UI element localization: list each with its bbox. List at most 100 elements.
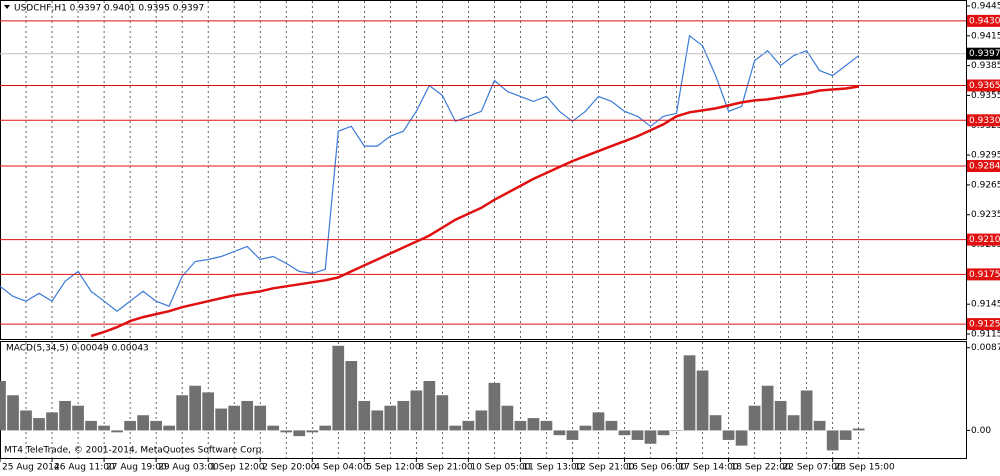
y-tick-label: 0.9415: [971, 31, 1000, 41]
macd-bar: [501, 405, 514, 431]
moving-average: [90, 85, 859, 338]
macd-bar: [7, 395, 19, 431]
macd-bar: [267, 425, 280, 431]
macd-bar: [800, 390, 813, 431]
x-tick-label: 23 Sep 15:00: [835, 463, 895, 473]
level-label-box: [967, 79, 1000, 92]
symbol-info: USDCHF,H1 0.9397 0.9401 0.9395 0.9397: [14, 4, 204, 14]
y-tick-label: 0.9295: [971, 151, 1000, 161]
x-tick-label: 22 Sep 07:00: [783, 463, 843, 473]
macd-bar: [657, 430, 670, 436]
macd-bar: [748, 405, 761, 431]
macd-bar: [345, 361, 358, 431]
y-tick-label: 0.0087: [971, 343, 1000, 353]
macd-bar: [475, 410, 488, 431]
macd-bar: [709, 415, 722, 431]
macd-bar: [527, 418, 540, 431]
macd-title: MACD(5,34,5) 0.00049 0.00043: [6, 344, 149, 354]
macd-bar: [358, 400, 371, 431]
current-price-box: [967, 47, 1000, 60]
footer: MT4 TeleTrade, © 2001-2014, MetaQuotes S…: [4, 446, 264, 456]
y-tick-label: 0.9355: [971, 91, 1000, 101]
macd-bar: [852, 428, 865, 431]
macd-bar: [735, 430, 748, 446]
macd-bar: [59, 400, 71, 431]
macd-bar: [72, 405, 84, 431]
x-tick-label: 16 Sep 06:00: [626, 463, 686, 473]
menu-arrow: [4, 5, 10, 9]
y-tick-label: 0.9385: [971, 61, 1000, 71]
macd-bar: [774, 400, 787, 431]
level-label-box: [967, 318, 1000, 331]
macd-bar: [137, 415, 149, 431]
macd-bar: [410, 390, 423, 431]
x-tick-label: 8 Sep 21:00: [418, 463, 473, 473]
x-tick-label: 18 Sep 22:00: [731, 463, 791, 473]
macd-bar: [462, 420, 475, 431]
macd-bar: [605, 420, 618, 431]
macd-bar: [579, 425, 592, 431]
macd-bar: [761, 385, 774, 431]
macd-bar: [826, 430, 839, 451]
level-label-box: [967, 114, 1000, 127]
y-tick-label: 0.9235: [971, 210, 1000, 220]
x-tick-label: 27 Aug 19:00: [106, 463, 167, 473]
macd-bar: [111, 430, 123, 433]
macd-panel: [0, 341, 967, 459]
level-label: 0.9365: [969, 81, 1000, 91]
macd-bar: [33, 418, 45, 431]
level-label-box: [967, 233, 1000, 246]
macd-bar: [696, 370, 709, 431]
x-tick-label: 4 Sep 04:00: [314, 463, 369, 473]
x-tick-label: 17 Sep 14:00: [679, 463, 739, 473]
y-tick-label: 0.9445: [971, 1, 1000, 11]
macd-bar: [215, 408, 228, 431]
level-label: 0.9175: [969, 270, 1000, 280]
macd-bar: [813, 420, 826, 431]
level-label: 0.9210: [969, 235, 1000, 245]
level-label-box: [967, 160, 1000, 173]
macd-bar: [293, 430, 306, 437]
macd-bar: [0, 380, 6, 431]
x-tick-label: 29 Aug 03:00: [158, 463, 219, 473]
macd-bar: [397, 400, 410, 431]
level-label-box: [967, 14, 1000, 27]
macd-bar: [566, 430, 579, 440]
x-tick-label: 1 Sep 12:00: [210, 463, 265, 473]
macd-bar: [202, 392, 215, 431]
macd-bar: [683, 355, 696, 431]
macd-bar: [241, 400, 254, 431]
macd-bar: [670, 430, 683, 431]
x-tick-label: 25 Aug 2014: [2, 463, 60, 473]
level-label-box: [967, 268, 1000, 281]
macd-bar: [306, 430, 319, 433]
level-label: 0.9430: [969, 16, 1000, 26]
macd-bar: [631, 430, 644, 440]
macd-bar: [85, 420, 97, 431]
macd-bar: [150, 420, 162, 431]
x-tick-label: 11 Sep 13:00: [522, 463, 582, 473]
macd-bar: [644, 430, 657, 444]
macd-bar: [176, 395, 188, 431]
macd-bar: [280, 430, 293, 433]
current-price-label: 0.9397: [969, 49, 1000, 59]
macd-bar: [384, 405, 397, 431]
x-tick-label: 10 Sep 05:00: [470, 463, 530, 473]
x-tick-label: 5 Sep 12:00: [366, 463, 421, 473]
macd-bar: [618, 430, 631, 436]
macd-bar: [436, 395, 449, 431]
macd-bar: [722, 430, 735, 440]
x-tick-label: 2 Sep 20:00: [262, 463, 317, 473]
macd-bar: [787, 415, 800, 431]
level-label: 0.9330: [969, 116, 1000, 126]
macd-bar: [46, 412, 58, 431]
x-tick-label: 12 Sep 21:00: [574, 463, 634, 473]
macd-bar: [254, 405, 267, 431]
macd-bar: [332, 345, 345, 431]
y-tick-label: 0.9145: [971, 300, 1000, 310]
macd-bar: [592, 412, 605, 431]
macd-bar: [319, 425, 332, 431]
macd-bar: [514, 420, 527, 431]
level-label: 0.9125: [969, 320, 1000, 330]
